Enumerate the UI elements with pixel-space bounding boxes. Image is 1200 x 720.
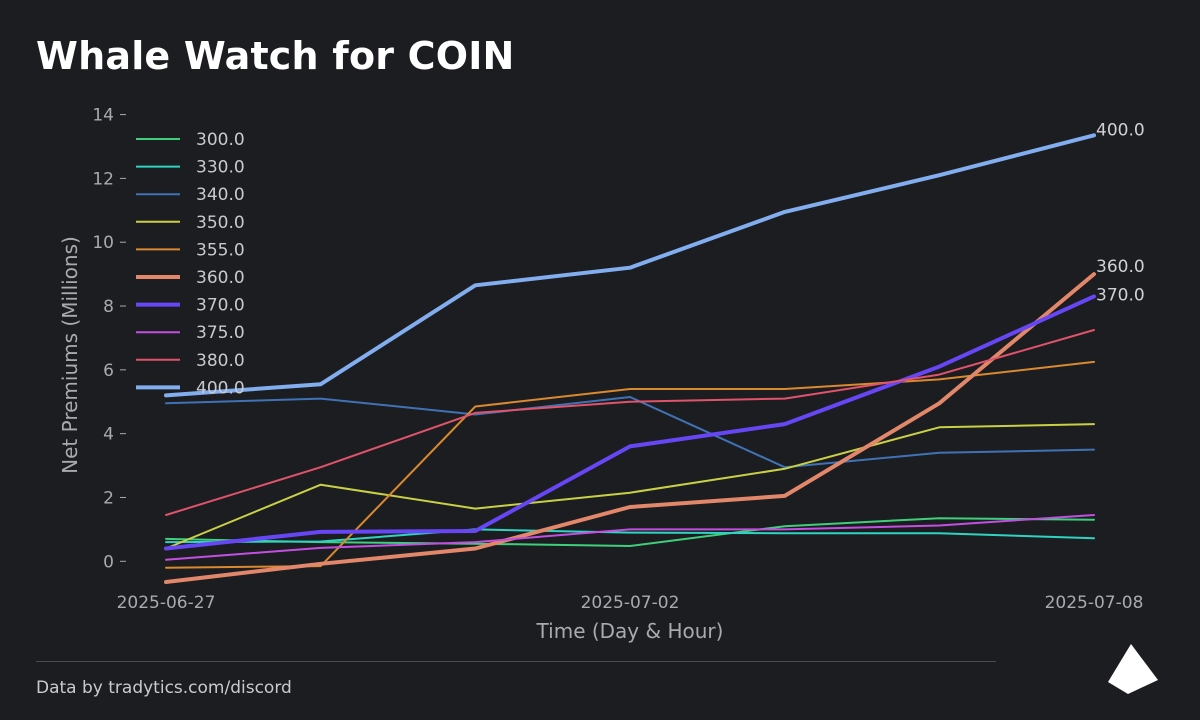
end-labels: 400.0 360.0 370.0 xyxy=(1096,120,1145,305)
series-lines xyxy=(164,133,1096,584)
y-tick-label: 8 xyxy=(103,297,114,317)
y-tick-label: 14 xyxy=(92,106,114,126)
y-tick-label: 0 xyxy=(103,552,114,572)
legend-entry: 350.0 xyxy=(196,213,245,233)
x-tick-label: 2025-07-08 xyxy=(1045,593,1144,613)
legend-entry: 340.0 xyxy=(196,185,245,205)
series-line-330-0 xyxy=(165,528,1095,544)
chart-title: Whale Watch for COIN xyxy=(36,34,515,78)
footer-credit: Data by tradytics.com/discord xyxy=(36,678,292,698)
footer-divider xyxy=(36,661,996,662)
legend-entry: 370.0 xyxy=(196,296,245,316)
y-tick-label: 12 xyxy=(92,169,114,189)
series-line-380-0 xyxy=(165,329,1095,516)
legend-entry: 375.0 xyxy=(196,323,245,343)
legend-entry: 360.0 xyxy=(196,268,245,288)
legend-entry: 400.0 xyxy=(196,378,245,398)
legend-entry: 355.0 xyxy=(196,240,245,260)
x-axis-title: Time (Day & Hour) xyxy=(536,619,724,643)
legend-entry: 300.0 xyxy=(196,130,245,150)
end-label: 360.0 xyxy=(1096,257,1145,277)
x-tick-label: 2025-06-27 xyxy=(117,593,216,613)
tradytics-logo-icon xyxy=(1108,644,1158,694)
x-axis: 2025-06-27 2025-07-02 2025-07-08 xyxy=(117,593,1144,613)
x-tick-label: 2025-07-02 xyxy=(581,593,680,613)
legend-entry: 380.0 xyxy=(196,351,245,371)
y-tick-label: 2 xyxy=(103,488,114,508)
legend-entry: 330.0 xyxy=(196,158,245,178)
y-tick-label: 10 xyxy=(92,233,114,253)
end-label: 370.0 xyxy=(1096,285,1145,305)
y-axis: 0 2 4 6 8 10 12 14 xyxy=(92,106,126,572)
y-axis-title: Net Premiums (Millions) xyxy=(58,236,82,474)
series-line-350-0 xyxy=(165,423,1095,550)
y-tick-label: 4 xyxy=(103,425,114,445)
series-line-360-0 xyxy=(164,272,1096,584)
series-line-355-0 xyxy=(165,360,1095,569)
line-chart: 0 2 4 6 8 10 12 14 2025-06-27 2025-07-02 2025-07-… xyxy=(58,106,1145,643)
end-label: 400.0 xyxy=(1096,120,1145,140)
legend: 300.0 330.0 340.0 350.0 355.0 360.0 370.0 375.0… xyxy=(136,130,245,398)
y-tick-label: 6 xyxy=(103,361,114,381)
series-line-340-0 xyxy=(165,396,1095,469)
series-line-400-0 xyxy=(164,133,1096,398)
series-line-370-0 xyxy=(164,294,1096,551)
series-line-375-0 xyxy=(165,514,1095,561)
